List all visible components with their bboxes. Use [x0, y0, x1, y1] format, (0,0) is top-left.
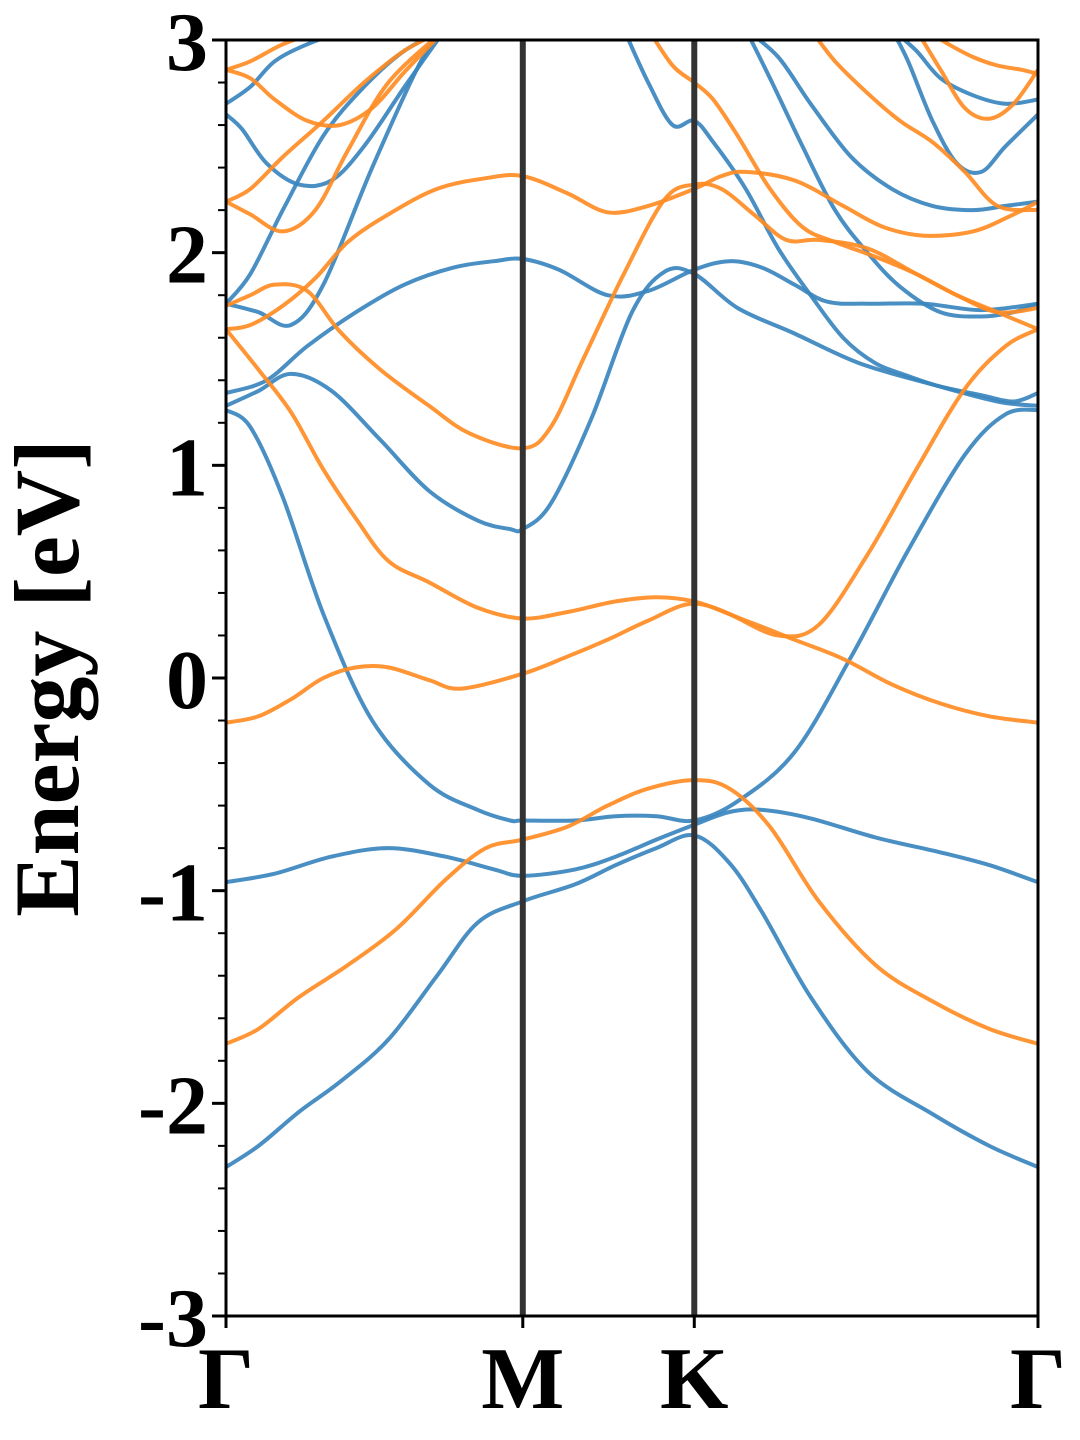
band-spin-down	[226, 327, 1038, 639]
x-axis-ticks	[224, 1316, 1040, 1328]
band-spin-up	[226, 833, 1038, 1169]
band-spin-down	[226, 40, 437, 234]
y-axis-ticks	[212, 38, 226, 1318]
band-spin-down	[226, 169, 1038, 332]
y-axis-tick-labels: -3 -2 -1 0 1 2 3	[138, 0, 208, 1365]
band-spin-up	[626, 40, 1038, 404]
x-tick-label: M	[481, 1331, 564, 1428]
x-tick-label: Γ	[198, 1331, 254, 1428]
y-tick-label: -3	[138, 1272, 208, 1365]
band-spin-up	[226, 407, 1038, 824]
y-tick-label: -2	[138, 1059, 208, 1152]
plot-frame	[224, 38, 1040, 1318]
band-spin-down	[920, 40, 1038, 121]
y-tick-label: -1	[138, 847, 208, 940]
band-spin-down	[937, 40, 1038, 76]
band-spin-up	[226, 40, 441, 189]
band-spin-down	[226, 40, 438, 128]
band-spin-down	[815, 40, 1038, 213]
high-symmetry-lines	[519, 40, 698, 1316]
y-tick-label: 3	[166, 0, 208, 89]
y-axis-label: Energy [eV]	[0, 439, 98, 917]
band-lines	[226, 40, 1038, 1169]
y-tick-label: 0	[166, 634, 208, 727]
x-tick-label: K	[660, 1331, 728, 1428]
band-spin-up	[748, 40, 1038, 319]
band-spin-up	[226, 40, 325, 106]
band-spin-down	[226, 40, 300, 72]
band-spin-up	[226, 266, 1038, 534]
band-spin-down	[226, 601, 1038, 725]
band-spin-up	[226, 807, 1038, 885]
band-spin-up	[756, 40, 1038, 213]
band-spin-up	[901, 40, 1038, 106]
band-spin-down	[226, 778, 1038, 1046]
y-tick-label: 2	[166, 209, 208, 302]
y-tick-label: 1	[166, 421, 208, 514]
band-spin-down	[226, 40, 428, 204]
x-tick-label: Γ	[1010, 1331, 1066, 1428]
band-spin-down	[226, 181, 1038, 451]
band-spin-up	[226, 256, 1038, 395]
